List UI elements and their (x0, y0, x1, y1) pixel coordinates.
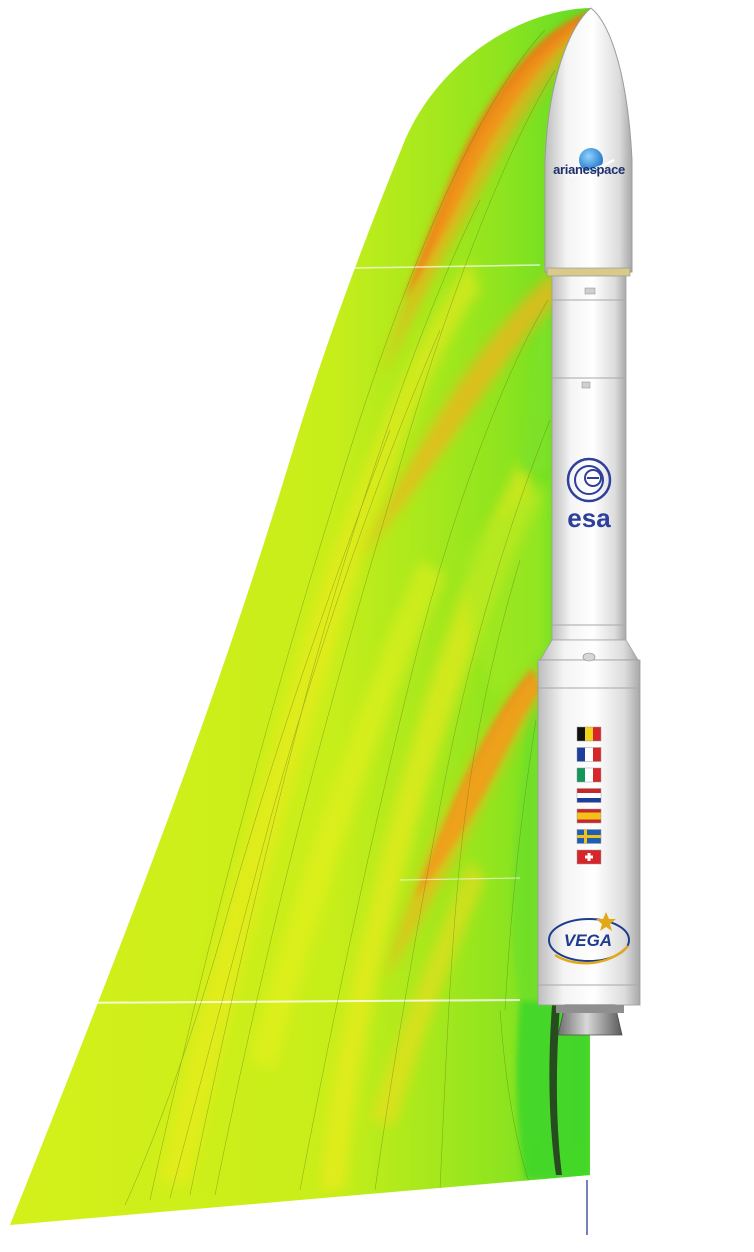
vega-label: VEGA (564, 931, 612, 950)
flag-spain-icon-stripe (577, 809, 601, 813)
flag-spain-icon-stripe (577, 820, 601, 824)
flag-italy-icon-stripe (577, 768, 585, 782)
member-flags (577, 727, 601, 864)
flag-belgium-icon-stripe (593, 727, 601, 741)
flag-netherlands-icon-stripe (577, 789, 601, 794)
flag-france-icon-stripe (593, 748, 601, 762)
access-panel (582, 382, 590, 388)
flag-italy-icon-stripe (585, 768, 593, 782)
stage-port (583, 653, 595, 661)
arianespace-label: arianespace (553, 162, 625, 177)
flag-italy-icon-stripe (593, 768, 601, 782)
flag-france-icon-stripe (577, 748, 585, 762)
flag-france-icon-stripe (585, 748, 593, 762)
esa-label: esa (567, 503, 611, 533)
vega-rocket: arianespace esa VEGA (538, 8, 640, 1035)
aft-skirt (556, 1005, 624, 1013)
access-panel (585, 288, 595, 294)
flag-switzerland-icon-cross (585, 856, 593, 859)
flow-field (10, 8, 590, 1225)
flag-netherlands-icon-stripe (577, 793, 601, 798)
flag-netherlands-icon-stripe (577, 798, 601, 803)
flag-belgium-icon-stripe (577, 727, 585, 741)
fairing-base-ring (547, 268, 630, 276)
flag-spain-icon-stripe (577, 813, 601, 820)
flag-belgium-icon-stripe (585, 727, 593, 741)
flag-sweden-icon-cross (577, 835, 601, 838)
